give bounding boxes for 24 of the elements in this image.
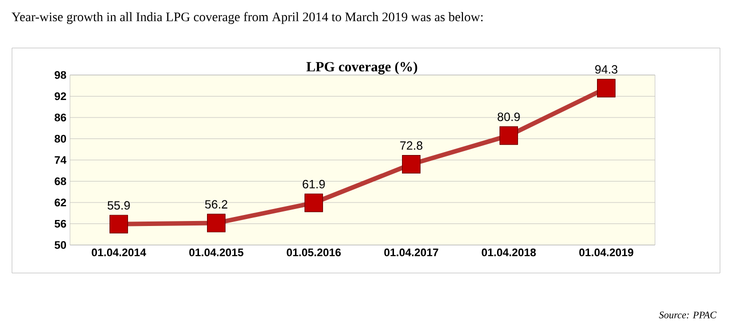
- data-label: 72.8: [400, 141, 422, 150]
- data-label: 80.9: [498, 112, 520, 122]
- y-tick-label: 56: [54, 220, 66, 228]
- source-note: Source: PPAC: [659, 312, 717, 318]
- x-tick-label: 01.04.2015: [189, 248, 244, 256]
- data-label: 94.3: [595, 65, 618, 74]
- data-label: 55.9: [108, 201, 130, 210]
- y-tick-label: 80: [54, 134, 66, 143]
- x-tick-label: 01.04.2018: [482, 248, 536, 256]
- y-tick-label: 74: [54, 156, 66, 164]
- y-tick-label: 98: [54, 71, 66, 79]
- chart-title: LPG coverage (%): [306, 62, 418, 74]
- data-label: 61.9: [302, 180, 325, 188]
- x-tick-label: 01.05.2016: [286, 248, 341, 256]
- y-tick-label: 68: [54, 177, 66, 186]
- y-tick-label: 62: [54, 198, 66, 206]
- text: Year-wise growth in all India LPG coverage from April 2014 to March 2019 was as below:: [12, 12, 483, 24]
- y-tick-label: 50: [54, 241, 66, 249]
- y-tick-label: 92: [54, 92, 66, 100]
- x-tick-label: 01.04.2017: [384, 248, 438, 256]
- data-label: 56.2: [205, 200, 228, 209]
- x-tick-label: 01.04.2019: [579, 248, 634, 256]
- x-tick-label: 01.04.2014: [92, 248, 146, 256]
- y-tick-label: 86: [54, 114, 66, 122]
